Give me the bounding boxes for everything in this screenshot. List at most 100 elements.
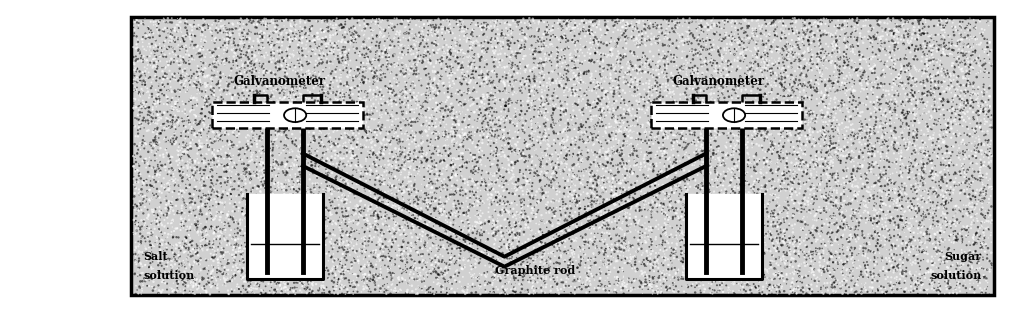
Point: [213, 95, 229, 100]
Point: [541, 126, 557, 131]
Point: [181, 163, 197, 168]
Point: [792, 186, 808, 191]
Point: [497, 125, 514, 130]
Point: [261, 116, 277, 121]
Point: [275, 105, 292, 110]
Point: [141, 239, 157, 244]
Point: [829, 54, 846, 59]
Point: [240, 255, 256, 260]
Point: [785, 140, 801, 145]
Point: [777, 44, 793, 49]
Point: [276, 184, 293, 189]
Point: [902, 226, 918, 231]
Point: [835, 70, 852, 75]
Point: [931, 96, 947, 101]
Point: [800, 164, 816, 169]
Point: [693, 206, 709, 211]
Point: [199, 247, 215, 252]
Point: [684, 272, 700, 277]
Point: [504, 191, 521, 196]
Point: [618, 236, 634, 241]
Point: [517, 139, 533, 144]
Point: [389, 207, 406, 212]
Point: [938, 43, 955, 48]
Point: [947, 228, 964, 233]
Point: [750, 205, 766, 210]
Point: [385, 99, 402, 104]
Point: [367, 130, 383, 135]
Point: [294, 34, 310, 39]
Point: [232, 146, 248, 151]
Point: [783, 187, 799, 192]
Point: [888, 75, 904, 80]
Point: [728, 266, 745, 271]
Point: [745, 122, 761, 127]
Point: [835, 76, 852, 81]
Point: [384, 271, 401, 276]
Point: [256, 35, 272, 40]
Point: [970, 270, 986, 275]
Point: [813, 22, 829, 27]
Point: [916, 214, 932, 219]
Point: [818, 198, 834, 203]
Point: [321, 131, 337, 136]
Point: [589, 25, 605, 30]
Point: [265, 230, 282, 235]
Point: [401, 170, 417, 175]
Point: [568, 49, 584, 54]
Point: [491, 136, 508, 141]
Point: [812, 34, 828, 39]
Point: [421, 121, 437, 126]
Point: [226, 187, 242, 192]
Point: [745, 80, 761, 85]
Point: [301, 58, 317, 63]
Point: [654, 270, 670, 275]
Point: [572, 275, 588, 280]
Point: [880, 104, 896, 109]
Point: [866, 188, 882, 193]
Point: [301, 69, 317, 74]
Point: [828, 19, 845, 24]
Point: [787, 169, 803, 174]
Point: [216, 59, 232, 64]
Point: [902, 228, 918, 233]
Point: [258, 112, 274, 117]
Point: [581, 137, 597, 142]
Point: [248, 203, 264, 208]
Point: [951, 131, 968, 136]
Point: [661, 269, 677, 274]
Point: [269, 133, 286, 138]
Point: [815, 237, 831, 242]
Point: [580, 155, 596, 160]
Point: [416, 279, 432, 284]
Point: [157, 140, 174, 145]
Point: [720, 77, 737, 82]
Point: [414, 253, 430, 258]
Point: [535, 192, 551, 198]
Point: [315, 268, 331, 273]
Point: [221, 187, 237, 192]
Point: [182, 172, 198, 177]
Point: [930, 248, 946, 253]
Point: [854, 119, 870, 124]
Point: [983, 265, 999, 270]
Point: [141, 245, 157, 250]
Point: [786, 30, 802, 35]
Point: [668, 229, 684, 234]
Point: [779, 243, 795, 248]
Point: [941, 46, 958, 51]
Point: [840, 274, 857, 279]
Point: [717, 33, 734, 38]
Point: [330, 187, 346, 192]
Point: [947, 211, 964, 216]
Point: [382, 259, 399, 264]
Point: [936, 238, 952, 243]
Point: [334, 54, 350, 59]
Point: [277, 262, 294, 267]
Point: [739, 114, 755, 119]
Point: [677, 214, 693, 219]
Point: [747, 165, 763, 170]
Point: [163, 178, 180, 183]
Point: [732, 182, 748, 187]
Point: [790, 249, 806, 254]
